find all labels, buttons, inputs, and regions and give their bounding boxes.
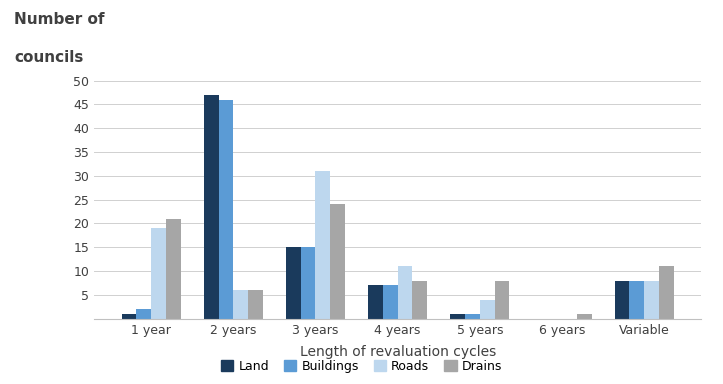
- Bar: [412, 281, 427, 319]
- Bar: [301, 247, 315, 319]
- Bar: [465, 314, 480, 319]
- Bar: [480, 300, 495, 319]
- Bar: [166, 219, 181, 319]
- Bar: [644, 281, 659, 319]
- Bar: [383, 285, 398, 319]
- Bar: [121, 314, 137, 319]
- Bar: [577, 314, 591, 319]
- Bar: [615, 281, 629, 319]
- Bar: [659, 266, 674, 319]
- Bar: [495, 281, 510, 319]
- Text: Number of: Number of: [14, 12, 105, 26]
- Bar: [204, 95, 218, 319]
- Bar: [315, 171, 330, 319]
- X-axis label: Length of revaluation cycles: Length of revaluation cycles: [299, 345, 496, 359]
- Bar: [629, 281, 644, 319]
- Bar: [137, 309, 151, 319]
- Bar: [398, 266, 412, 319]
- Bar: [330, 204, 345, 319]
- Bar: [248, 290, 263, 319]
- Legend: Land, Buildings, Roads, Drains: Land, Buildings, Roads, Drains: [215, 355, 508, 378]
- Bar: [368, 285, 383, 319]
- Bar: [286, 247, 301, 319]
- Bar: [151, 228, 166, 319]
- Text: councils: councils: [14, 50, 84, 65]
- Bar: [218, 100, 234, 319]
- Bar: [450, 314, 465, 319]
- Bar: [234, 290, 248, 319]
